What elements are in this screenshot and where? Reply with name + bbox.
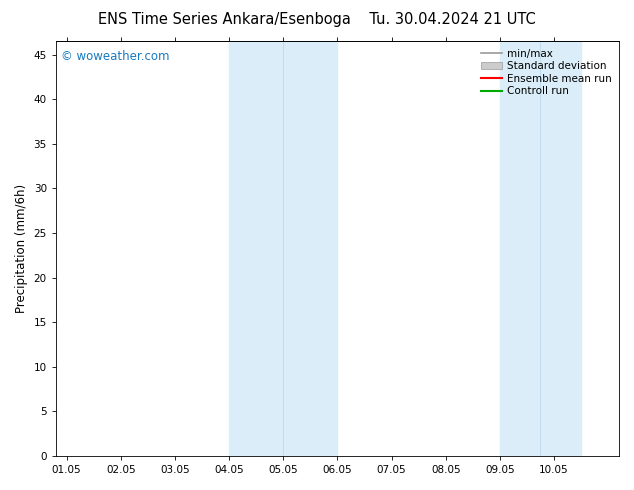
Y-axis label: Precipitation (mm/6h): Precipitation (mm/6h) — [15, 184, 28, 313]
Bar — [500, 41, 581, 456]
Text: © woweather.com: © woweather.com — [61, 49, 170, 63]
Text: ENS Time Series Ankara/Esenboga    Tu. 30.04.2024 21 UTC: ENS Time Series Ankara/Esenboga Tu. 30.0… — [98, 12, 536, 27]
Legend: min/max, Standard deviation, Ensemble mean run, Controll run: min/max, Standard deviation, Ensemble me… — [479, 47, 614, 98]
Bar — [229, 41, 337, 456]
